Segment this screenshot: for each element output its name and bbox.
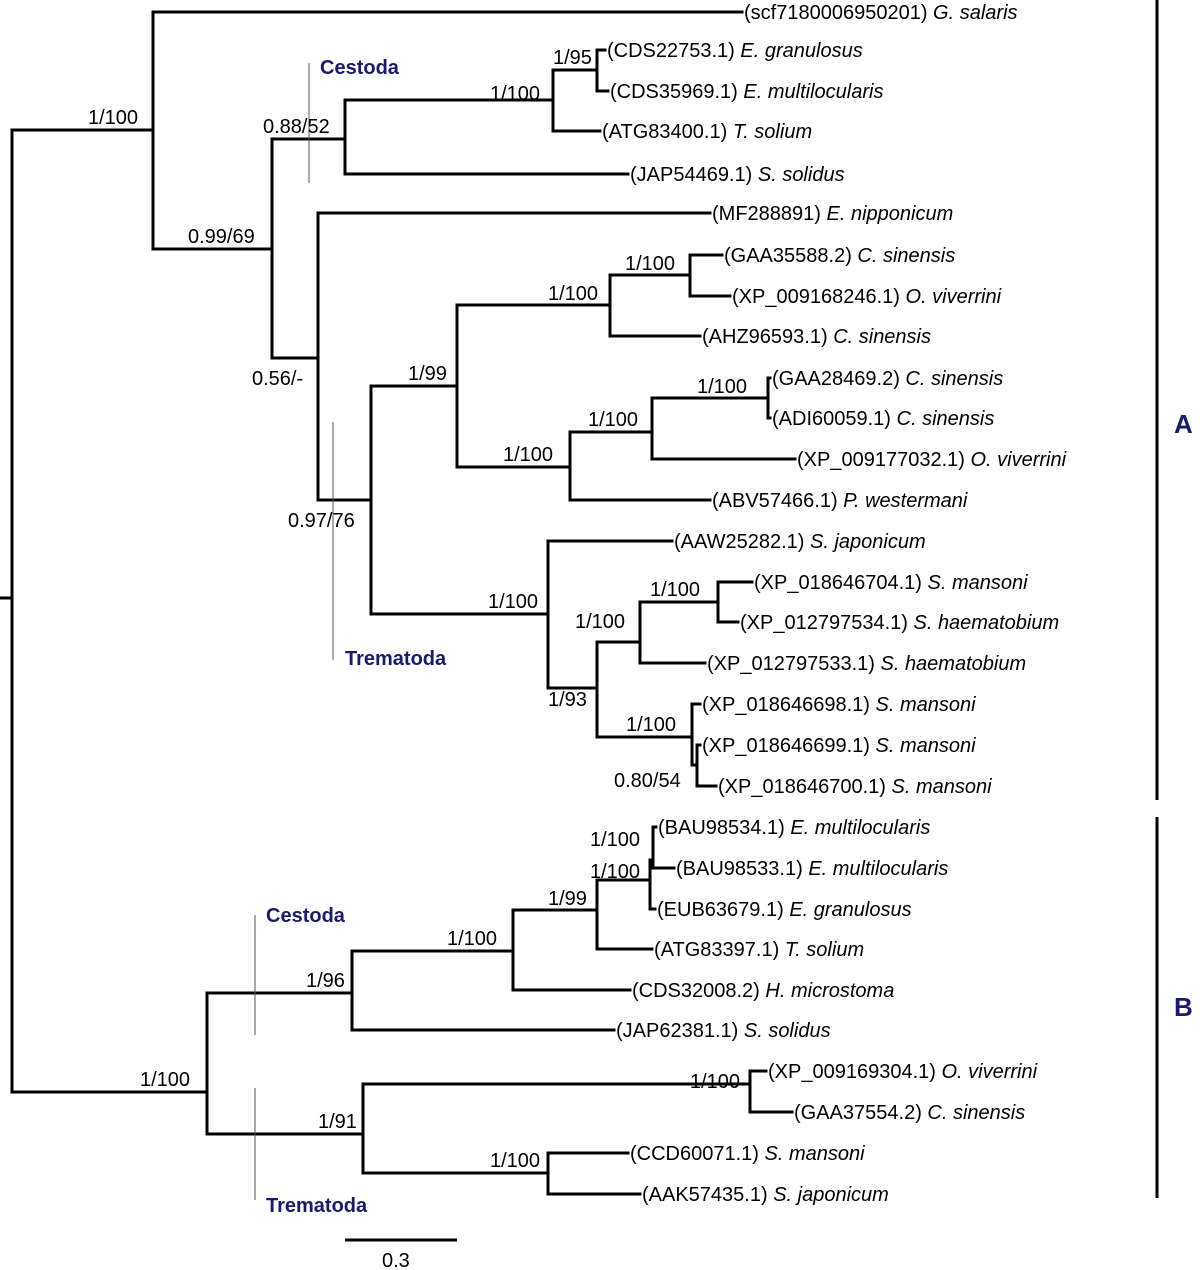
tree-branches — [0, 0, 1159, 1242]
group-label-cestoda-a: Cestoda — [320, 57, 400, 79]
leaf-label: (AAK57435.1) S. japonicum — [642, 1184, 889, 1206]
leaf-label: (CDS22753.1) E. granulosus — [607, 40, 863, 62]
leaf-label: (ATG83397.1) T. solium — [654, 939, 864, 961]
support-value: 1/100 — [88, 107, 138, 129]
support-value: 0.97/76 — [288, 510, 355, 532]
leaf-label: (XP_018646698.1) S. mansoni — [702, 694, 976, 716]
leaf-label: (ATG83400.1) T. solium — [602, 121, 812, 143]
group-label-cestoda-b: Cestoda — [266, 905, 346, 927]
support-value: 0.88/52 — [263, 116, 330, 138]
support-value: 1/100 — [490, 1150, 540, 1172]
support-value: 1/100 — [625, 253, 675, 275]
leaf-label: (scf7180006950201) G. salaris — [744, 2, 1018, 24]
leaf-label: (XP_009168246.1) O. viverrini — [732, 286, 1002, 308]
leaf-label: (XP_018646700.1) S. mansoni — [718, 776, 992, 798]
leaf-label: (GAA37554.2) C. sinensis — [794, 1102, 1025, 1124]
support-value: 1/100 — [490, 83, 540, 105]
support-value: 1/100 — [697, 376, 747, 398]
group-labels: Cestoda Trematoda Cestoda Trematoda — [266, 57, 447, 1217]
support-value: 1/100 — [575, 611, 625, 633]
leaf-label: (XP_018646699.1) S. mansoni — [702, 735, 976, 757]
leaf-label: (AAW25282.1) S. japonicum — [674, 531, 926, 553]
support-value: 0.99/69 — [188, 226, 255, 248]
leaf-label: (CDS32008.2) H. microstoma — [632, 980, 894, 1002]
support-value: 1/100 — [140, 1069, 190, 1091]
support-value: 1/100 — [503, 444, 553, 466]
leaf-label: (JAP54469.1) S. solidus — [630, 164, 845, 186]
leaf-label: (BAU98534.1) E. multilocularis — [658, 817, 930, 839]
support-value: 1/91 — [318, 1111, 357, 1133]
leaf-label: (EUB63679.1) E. granulosus — [657, 899, 912, 921]
leaf-label: (CCD60071.1) S. mansoni — [630, 1143, 865, 1165]
leaf-label: (ABV57466.1) P. westermani — [712, 490, 968, 512]
support-value: 1/100 — [447, 928, 497, 950]
support-value: 1/100 — [548, 283, 598, 305]
support-value: 1/95 — [553, 47, 592, 69]
leaf-label: (ADI60059.1) C. sinensis — [772, 408, 994, 430]
leaf-label: (XP_018646704.1) S. mansoni — [754, 572, 1028, 594]
support-value: 1/100 — [650, 579, 700, 601]
support-value: 1/99 — [408, 363, 447, 385]
leaf-label: (GAA35588.2) C. sinensis — [724, 245, 955, 267]
leaf-label: (XP_012797533.1) S. haematobium — [707, 653, 1026, 675]
leaf-labels: (scf7180006950201) G. salaris (CDS22753.… — [602, 2, 1067, 1206]
support-value: 1/100 — [626, 714, 676, 736]
support-value: 1/100 — [488, 591, 538, 613]
leaf-label: (CDS35969.1) E. multilocularis — [610, 81, 883, 103]
leaf-label: (GAA28469.2) C. sinensis — [772, 368, 1003, 390]
group-label-trematoda-b: Trematoda — [266, 1195, 368, 1217]
support-value: 1/100 — [590, 861, 640, 883]
support-value: 1/100 — [690, 1071, 740, 1093]
support-value: 1/100 — [588, 409, 638, 431]
leaf-label: (BAU98533.1) E. multilocularis — [676, 858, 948, 880]
support-value: 1/96 — [306, 970, 345, 992]
support-value: 1/93 — [548, 689, 587, 711]
leaf-label: (XP_009169304.1) O. viverrini — [768, 1061, 1038, 1083]
support-values: 1/100 1/95 1/100 0.88/52 0.99/69 1/100 1… — [88, 47, 747, 1172]
clade-labels: A B — [1174, 409, 1193, 1022]
scale-bar-label: 0.3 — [382, 1250, 410, 1270]
support-value: 0.80/54 — [614, 770, 681, 792]
leaf-label: (XP_009177032.1) O. viverrini — [797, 449, 1067, 471]
clade-label-b: B — [1174, 992, 1193, 1022]
group-label-trematoda-a: Trematoda — [345, 648, 447, 670]
support-value: 0.56/- — [252, 368, 303, 390]
leaf-label-highlighted: (MF288891) E. nipponicum — [712, 203, 953, 225]
leaf-label: (JAP62381.1) S. solidus — [616, 1020, 831, 1042]
leaf-label: (XP_012797534.1) S. haematobium — [740, 612, 1059, 634]
support-value: 1/99 — [548, 888, 587, 910]
support-value: 1/100 — [590, 829, 640, 851]
clade-label-a: A — [1174, 409, 1193, 439]
leaf-label: (AHZ96593.1) C. sinensis — [702, 326, 931, 348]
